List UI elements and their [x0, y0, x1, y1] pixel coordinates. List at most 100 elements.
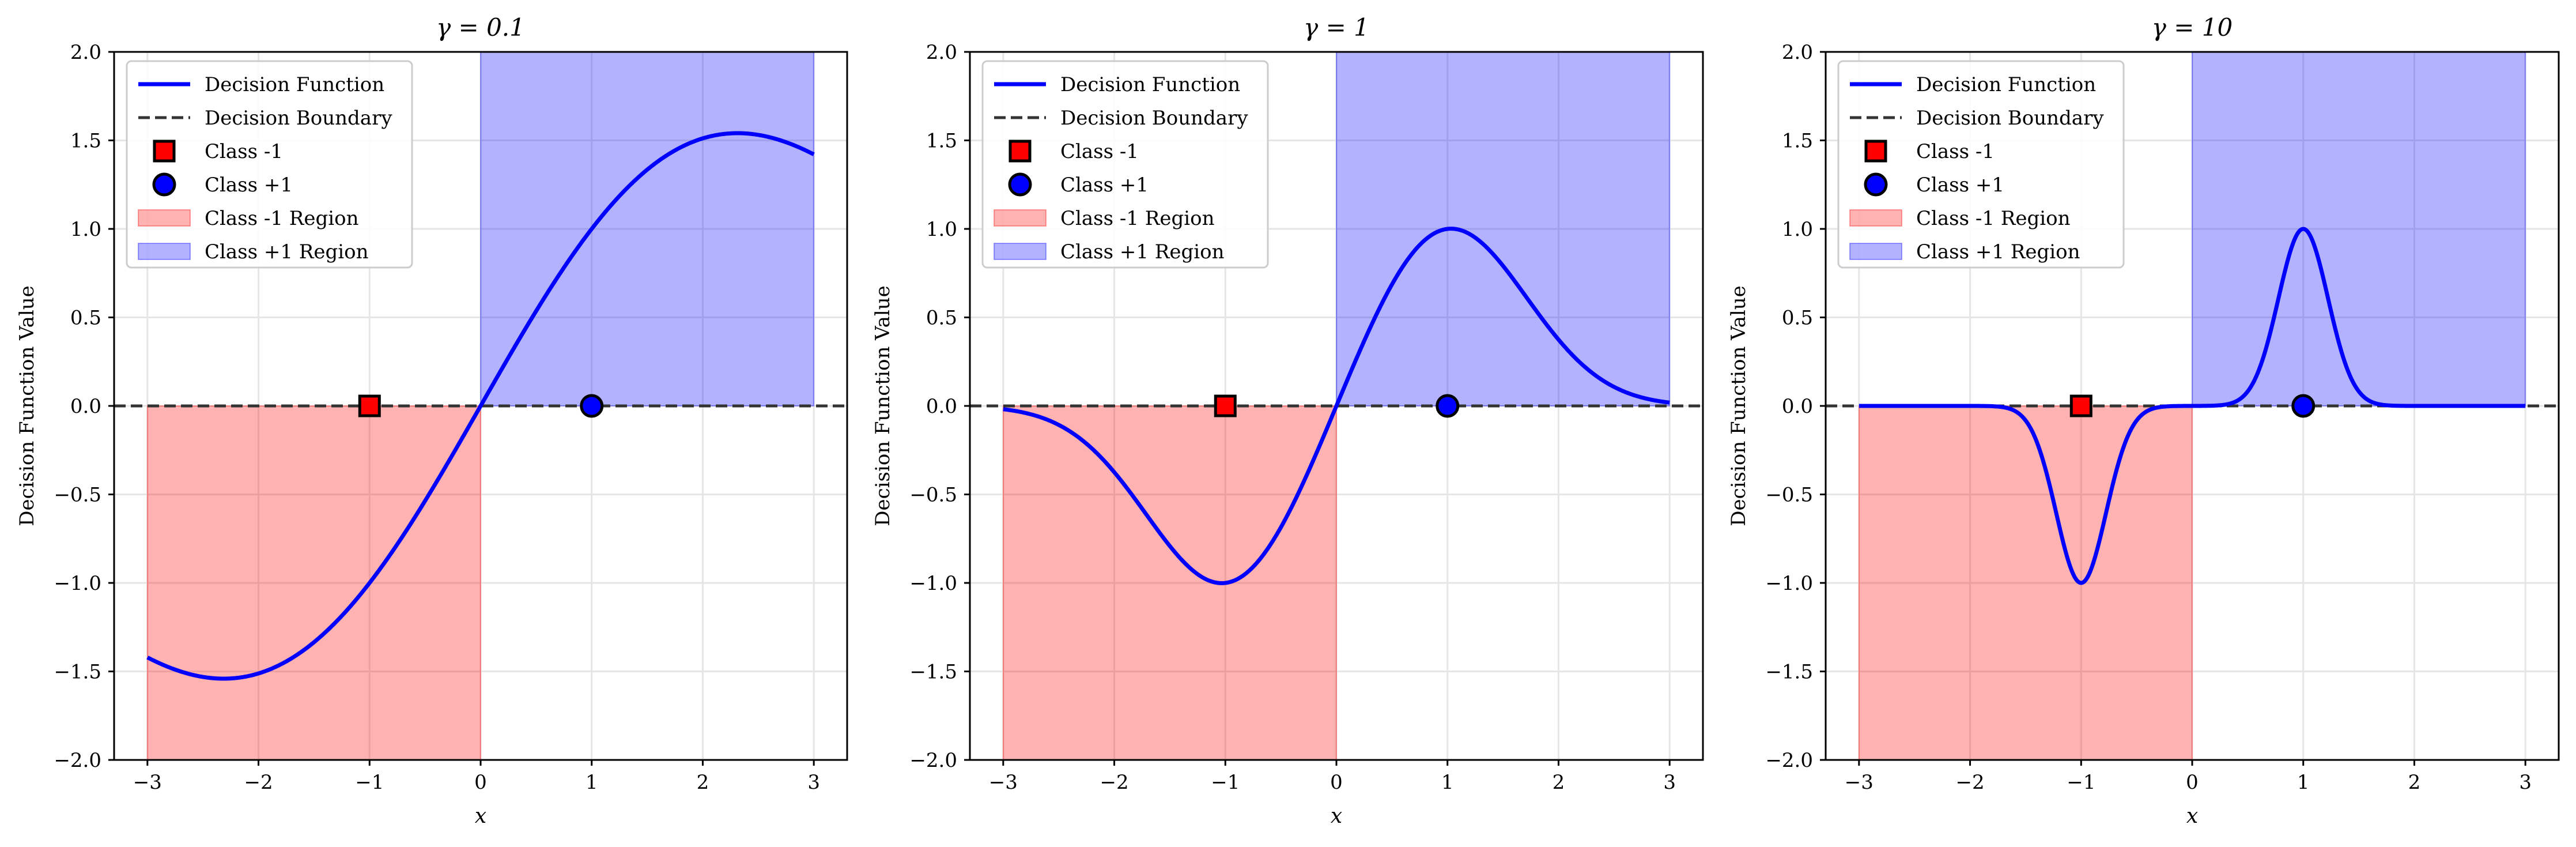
- y-tick-label: 0.0: [926, 395, 957, 418]
- legend-frame: [981, 60, 1269, 269]
- legend-decision-boundary-label: Decision Boundary: [1916, 107, 2104, 130]
- decision-function-curve: [1002, 227, 1671, 585]
- x-tick-label: 2: [2408, 771, 2421, 794]
- y-tick-label: 0.5: [1782, 307, 1813, 330]
- class-minus1-region: [1858, 405, 2193, 761]
- y-tick-label: −1.5: [1765, 661, 1813, 684]
- class-minus1-region: [146, 405, 481, 761]
- legend-decision-boundary-label: Decision Boundary: [205, 107, 392, 130]
- y-tick-label: −0.5: [1765, 484, 1813, 507]
- chart-panel-3: −3 −2 −1 0 1 2 3 −2.0 −1.5 −1.0 −0.5 0.0 0.5 1.0 1.5 2.…: [1727, 13, 2560, 828]
- x-tick-label: 0: [2186, 771, 2199, 794]
- legend: Decision Function Decision Boundary Class …: [126, 60, 413, 269]
- chart-panel-1: −3 −2 −1 0 1 2 3 −2.0 −1.5 −1.0 −0.5 0.0 0.5 1.0 1.5 2.…: [16, 13, 848, 828]
- x-tick-label: 3: [1663, 771, 1676, 794]
- x-tick-label: 2: [697, 771, 709, 794]
- y-tick-label: −0.5: [909, 484, 957, 507]
- y-axis-label: Decision Function Value: [16, 285, 39, 526]
- x-tick-label: 3: [2519, 771, 2532, 794]
- x-axis-label: x: [2186, 804, 2198, 828]
- legend-frame: [1837, 60, 2125, 269]
- x-tick-label: 0: [474, 771, 487, 794]
- y-tick-label: 0.0: [1782, 395, 1813, 418]
- legend-decision-function-label: Decision Function: [1916, 73, 2096, 96]
- y-tick-label: −1.0: [54, 572, 101, 595]
- legend-class-minus1-region-swatch: [138, 209, 191, 227]
- y-tick-label: 1.5: [70, 130, 101, 153]
- chart-title: γ = 1: [1304, 13, 1369, 42]
- legend-decision-function-label: Decision Function: [205, 73, 384, 96]
- chart-panel-2: −3 −2 −1 0 1 2 3 −2.0 −1.5 −1.0 −0.5 0.0 0.5 1.0 1.5 2.…: [871, 13, 1704, 828]
- x-axis-label: x: [475, 804, 486, 828]
- x-axis-label: x: [1331, 804, 1342, 828]
- legend-class-plus1-region-label: Class +1 Region: [1060, 240, 1225, 263]
- x-tick-label: −2: [1955, 771, 1984, 794]
- x-tick-label: 0: [1330, 771, 1343, 794]
- y-tick-label: 1.0: [926, 218, 957, 241]
- x-tick-label: −3: [133, 771, 162, 794]
- x-tick-label: 2: [1553, 771, 1565, 794]
- legend-class-minus1-region-swatch: [994, 209, 1047, 227]
- class-plus1-point: [580, 394, 604, 418]
- x-tick-label: −2: [1100, 771, 1128, 794]
- legend-class-plus1-region-swatch: [994, 243, 1047, 260]
- legend-class-plus1-marker: [1864, 172, 1888, 197]
- class-plus1-point: [1436, 394, 1460, 418]
- y-tick-label: 1.0: [1782, 218, 1813, 241]
- legend-class-plus1-label: Class +1: [205, 174, 293, 197]
- x-tick-label: −2: [244, 771, 273, 794]
- legend-class-minus1-region-label: Class -1 Region: [205, 207, 359, 230]
- y-axis-label: Decision Function Value: [871, 285, 894, 526]
- legend-class-plus1-marker: [152, 172, 176, 197]
- class-plus1-point: [2291, 394, 2316, 418]
- y-tick-label: −0.5: [54, 484, 101, 507]
- legend-class-minus1-region-label: Class -1 Region: [1916, 207, 2071, 230]
- legend-class-minus1-marker: [1864, 140, 1887, 163]
- x-tick-label: 1: [2297, 771, 2310, 794]
- legend-class-plus1-marker: [1008, 172, 1032, 197]
- legend: Decision Function Decision Boundary Class …: [1837, 60, 2125, 269]
- y-tick-label: 1.5: [1782, 130, 1813, 153]
- y-tick-label: −1.0: [909, 572, 957, 595]
- y-tick-label: −2.0: [1765, 749, 1813, 772]
- y-tick-label: 1.0: [70, 218, 101, 241]
- x-tick-label: −1: [1211, 771, 1240, 794]
- chart-title: γ = 0.1: [436, 13, 525, 42]
- class-minus1-point: [358, 394, 381, 417]
- chart-title: γ = 10: [2152, 13, 2233, 42]
- class-minus1-region: [1002, 405, 1338, 761]
- legend-class-minus1-region-swatch: [1849, 209, 1902, 227]
- y-tick-label: −1.0: [1765, 572, 1813, 595]
- legend-class-minus1-label: Class -1: [205, 140, 283, 163]
- y-tick-label: −1.5: [909, 661, 957, 684]
- class-minus1-point: [1214, 394, 1237, 417]
- legend-class-minus1-marker: [1009, 140, 1032, 163]
- y-tick-label: −2.0: [54, 749, 101, 772]
- class-plus1-region: [480, 51, 815, 406]
- legend-class-plus1-region-label: Class +1 Region: [1916, 240, 2080, 263]
- legend-frame: [126, 60, 413, 269]
- legend-class-minus1-label: Class -1: [1060, 140, 1139, 163]
- legend-class-plus1-region-swatch: [138, 243, 191, 260]
- legend-class-minus1-label: Class -1: [1916, 140, 1995, 163]
- legend-class-minus1-marker: [153, 140, 176, 163]
- x-tick-label: −3: [989, 771, 1018, 794]
- x-tick-label: 3: [807, 771, 820, 794]
- y-tick-label: −2.0: [909, 749, 957, 772]
- y-tick-label: 0.5: [70, 307, 101, 330]
- y-axis-label: Decision Function Value: [1727, 285, 1750, 526]
- legend: Decision Function Decision Boundary Class …: [981, 60, 1269, 269]
- legend-class-plus1-region-swatch: [1849, 243, 1902, 260]
- class-plus1-region: [2192, 51, 2526, 406]
- x-tick-label: 1: [586, 771, 598, 794]
- y-tick-label: 0.5: [926, 307, 957, 330]
- legend-decision-function-label: Decision Function: [1060, 73, 1240, 96]
- legend-class-plus1-label: Class +1: [1060, 174, 1149, 197]
- x-tick-label: −1: [2067, 771, 2095, 794]
- y-tick-label: 1.5: [926, 130, 957, 153]
- y-tick-label: 2.0: [1782, 41, 1813, 64]
- decision-function-curve: [1858, 227, 2526, 585]
- y-tick-label: 0.0: [70, 395, 101, 418]
- class-minus1-point: [2069, 394, 2092, 417]
